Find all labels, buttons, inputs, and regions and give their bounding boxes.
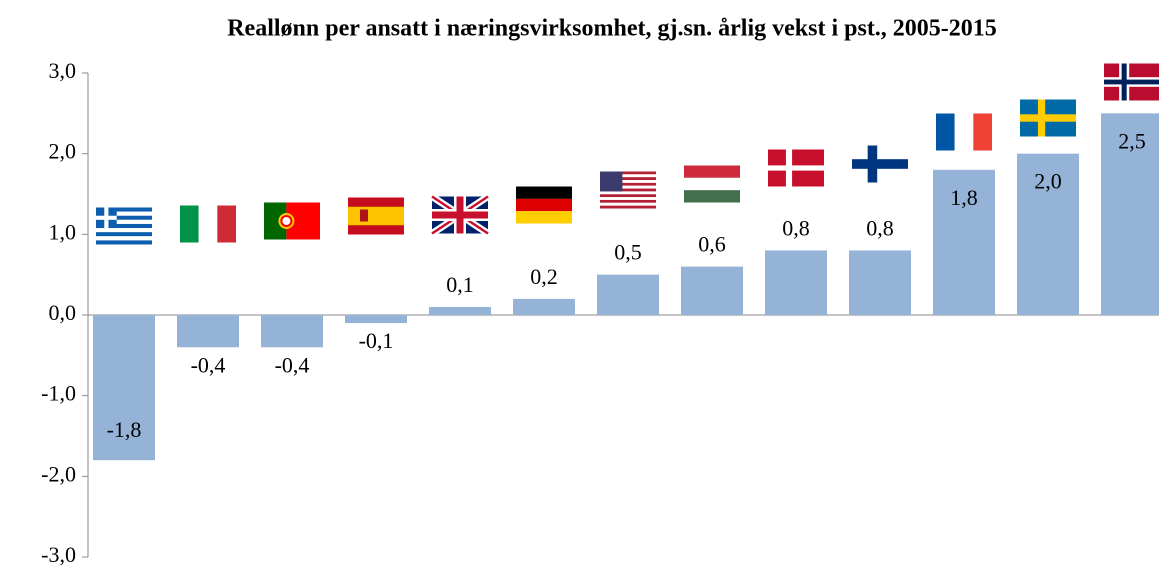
flag-part	[96, 240, 152, 245]
flag-part	[600, 205, 656, 209]
bar	[933, 169, 995, 315]
flag-part	[348, 206, 404, 226]
bar	[93, 315, 155, 461]
flag-part	[432, 211, 488, 219]
bar	[765, 250, 827, 315]
bar	[1101, 113, 1159, 315]
flag	[264, 202, 320, 240]
flag-part	[600, 180, 656, 183]
chart-title: Reallønn per ansatt i næringsvirksomhet,…	[227, 16, 997, 42]
flag-part	[217, 205, 236, 243]
y-tick-label: 1,0	[49, 219, 77, 244]
bar	[177, 315, 239, 348]
flag-part	[198, 205, 218, 243]
flag-part	[684, 177, 740, 191]
flag-part	[360, 209, 368, 222]
flag	[96, 207, 152, 245]
value-label: 0,1	[446, 272, 474, 297]
flag-part	[96, 228, 152, 233]
bar	[261, 315, 323, 348]
y-tick-label: 3,0	[49, 58, 77, 83]
flag	[348, 197, 404, 235]
value-label: -1,8	[107, 417, 142, 442]
flag-part	[96, 236, 152, 241]
y-tick-label: -3,0	[41, 542, 76, 567]
flag-part	[600, 197, 656, 200]
flag-part	[280, 215, 293, 227]
flag-part	[954, 113, 974, 151]
flag-part	[600, 171, 623, 192]
flag-part	[1104, 79, 1159, 85]
flag	[936, 113, 992, 151]
bar	[849, 250, 911, 315]
flag	[516, 186, 572, 224]
flag-part	[600, 171, 656, 175]
flag-part	[600, 185, 656, 189]
flag-part	[96, 223, 152, 229]
value-label: 0,6	[698, 232, 726, 257]
value-label: 0,8	[782, 216, 810, 241]
flag-part	[1020, 114, 1076, 122]
value-label: -0,4	[191, 352, 226, 377]
flag	[600, 171, 656, 209]
value-label: 2,0	[1034, 169, 1062, 194]
bar	[345, 315, 407, 324]
flag-part	[600, 194, 656, 198]
flag	[180, 205, 236, 243]
y-tick-label: -2,0	[41, 461, 76, 486]
value-label: 1,8	[950, 185, 978, 210]
flag-part	[600, 191, 656, 195]
y-tick-label: 0,0	[49, 300, 77, 325]
flag-part	[96, 215, 117, 220]
flag	[684, 165, 740, 203]
flag-part	[516, 186, 572, 199]
flag-part	[684, 190, 740, 203]
value-label: 2,5	[1118, 128, 1146, 153]
flag-part	[96, 219, 152, 224]
y-tick-label: 2,0	[49, 139, 77, 164]
flag-part	[600, 182, 656, 186]
flag-part	[768, 165, 824, 171]
value-label: 0,5	[614, 240, 642, 265]
flag	[1020, 99, 1076, 137]
value-label: 0,8	[866, 216, 894, 241]
flag-part	[600, 174, 656, 178]
flag-part	[516, 211, 572, 224]
y-tick-label: -1,0	[41, 381, 76, 406]
value-label: -0,4	[275, 352, 310, 377]
flag-part	[600, 199, 656, 203]
flag-part	[96, 215, 152, 220]
flag-part	[936, 113, 955, 151]
flag-part	[684, 165, 740, 178]
flag	[852, 145, 908, 183]
flag	[430, 193, 490, 237]
bar	[513, 298, 575, 315]
value-label: -0,1	[359, 328, 394, 353]
bar	[597, 274, 659, 315]
flag-part	[96, 211, 152, 216]
flag-part	[516, 198, 572, 212]
bar	[1017, 153, 1079, 315]
bar	[681, 266, 743, 315]
flag	[768, 149, 824, 187]
flag-part	[973, 113, 992, 151]
bar	[429, 306, 491, 315]
flag-part	[180, 205, 199, 243]
flag-part	[96, 207, 152, 212]
flag-part	[600, 177, 656, 181]
flag	[1104, 63, 1159, 101]
flag-part	[264, 202, 287, 240]
flag-part	[852, 159, 908, 169]
flag-part	[600, 202, 656, 206]
value-label: 0,2	[530, 264, 558, 289]
flag-part	[96, 232, 152, 237]
flag-part	[600, 188, 656, 192]
